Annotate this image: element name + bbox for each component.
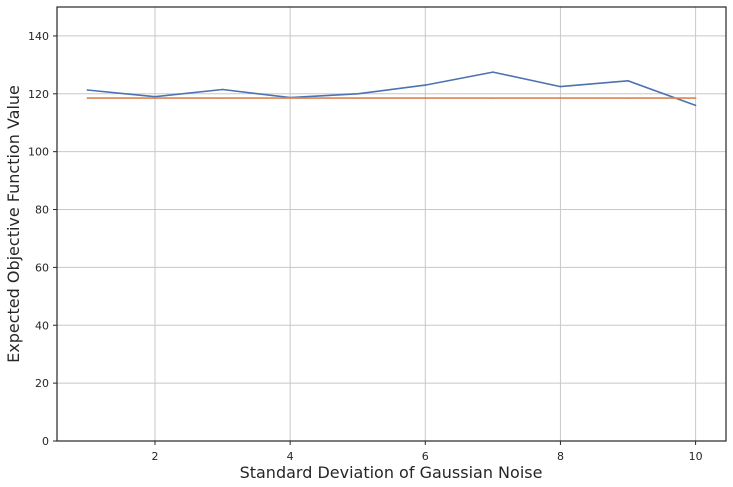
- y-axis-label: Expected Objective Function Value: [4, 85, 23, 363]
- x-tick-label: 10: [689, 450, 703, 463]
- data-point-series-1: [694, 104, 697, 107]
- data-point-series-1: [627, 79, 629, 82]
- data-point-series-1: [424, 84, 427, 86]
- data-point-series-2: [356, 97, 359, 99]
- data-point-series-2: [492, 97, 494, 99]
- y-tick-label: 140: [28, 30, 49, 43]
- y-tick-label: 20: [35, 377, 49, 390]
- data-point-series-2: [221, 97, 224, 99]
- grid: [57, 7, 726, 442]
- series-line-1: [87, 71, 696, 107]
- y-tick-label: 100: [28, 146, 49, 159]
- data-point-series-2: [289, 97, 291, 99]
- data-point-series-1: [356, 93, 359, 95]
- y-tick-label: 40: [35, 319, 49, 332]
- data-point-series-2: [559, 97, 562, 99]
- y-axis-ticks: 0 20 40 60 80 100 120 140: [28, 30, 57, 448]
- data-point-series-2: [424, 97, 427, 99]
- data-point-series-1: [559, 85, 562, 88]
- data-point-series-1: [86, 89, 89, 91]
- y-tick-label: 60: [35, 261, 49, 274]
- x-tick-label: 8: [557, 450, 564, 463]
- x-axis-ticks: 2 4 6 8 10: [151, 441, 703, 463]
- plot-frame: [56, 6, 727, 442]
- y-tick-label: 80: [35, 204, 49, 217]
- y-tick-label: 0: [42, 435, 49, 448]
- y-tick-label: 120: [28, 88, 49, 101]
- x-tick-label: 4: [287, 450, 294, 463]
- data-point-series-2: [154, 97, 156, 99]
- data-point-series-2: [627, 97, 629, 99]
- data-point-series-2: [694, 97, 697, 99]
- x-tick-label: 2: [151, 450, 158, 463]
- x-axis-label: Standard Deviation of Gaussian Noise: [240, 463, 543, 482]
- x-tick-label: 6: [422, 450, 429, 463]
- data-point-series-2: [86, 97, 89, 99]
- data-point-series-1: [221, 88, 224, 91]
- data-point-series-1: [492, 71, 494, 73]
- series-lines: [86, 71, 697, 107]
- data-point-series-1: [154, 95, 156, 98]
